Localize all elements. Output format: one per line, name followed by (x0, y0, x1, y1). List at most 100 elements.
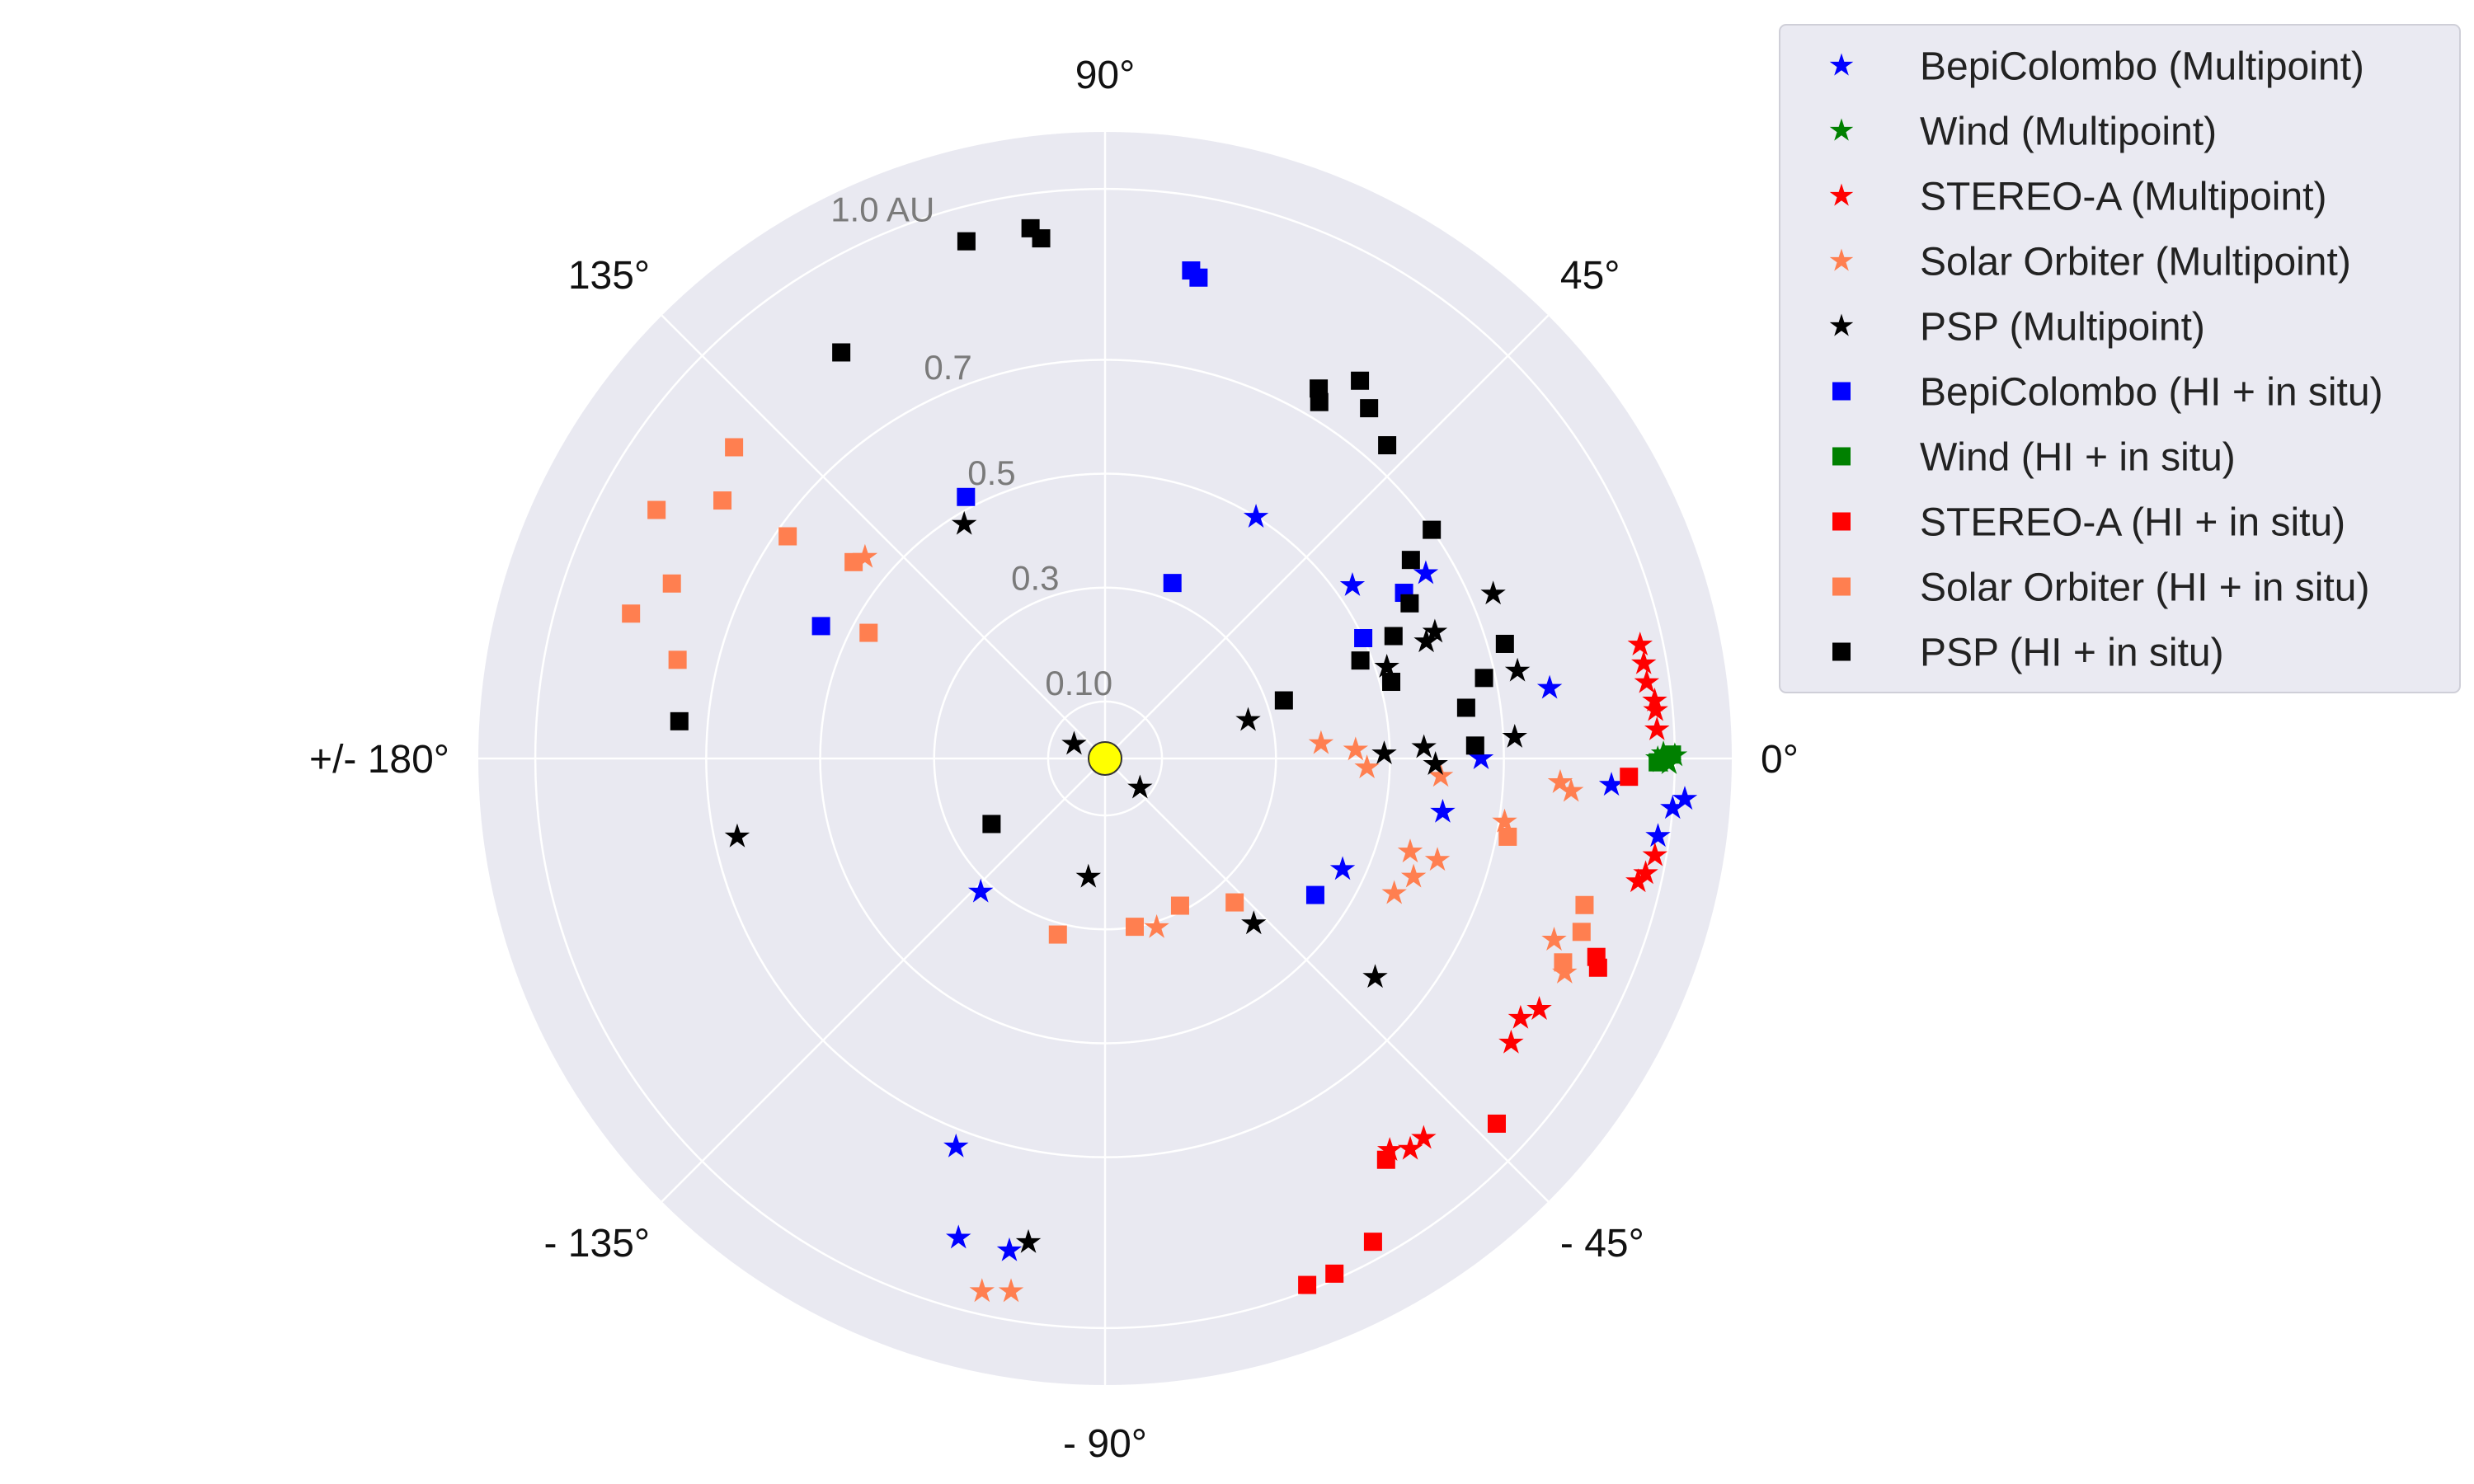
legend-marker (1832, 642, 1851, 661)
legend-label: BepiColombo (HI + in situ) (1920, 371, 2383, 415)
data-point-psp-hi-in-situ (1400, 594, 1419, 613)
data-points (622, 218, 1698, 1303)
legend-label: Solar Orbiter (Multipoint) (1920, 241, 2351, 284)
angle-tick-label: 45° (1560, 254, 1620, 298)
data-point-wind-hi-in-situ (1663, 745, 1681, 764)
data-point-stereo-a-hi-in-situ (1487, 1114, 1506, 1133)
legend-item: BepiColombo (HI + in situ) (1832, 371, 2383, 415)
data-point-stereo-a-hi-in-situ (1588, 958, 1607, 977)
data-point-bepicolombo-hi-in-situ (1305, 885, 1324, 904)
data-point-solar-orbiter-hi-in-situ (713, 491, 732, 510)
angular-gridline-3 (661, 314, 1106, 759)
radial-tick-label: 0.7 (924, 348, 971, 387)
angle-tick-label: - 90° (1063, 1422, 1147, 1466)
data-point-solar-orbiter-hi-in-situ (725, 438, 744, 457)
data-point-solar-orbiter-hi-in-situ (647, 500, 666, 519)
angular-gridline-7 (1104, 758, 1550, 1203)
series-bepicolombo-hi-in-situ (811, 261, 1413, 904)
angular-gridline-1 (1104, 314, 1550, 759)
data-point-psp-hi-in-situ (1382, 673, 1401, 692)
data-point-bepicolombo-hi-in-situ (1354, 629, 1373, 648)
legend-item: Wind (HI + in situ) (1832, 436, 2236, 480)
data-point-psp-hi-in-situ (982, 815, 1001, 834)
data-point-solar-orbiter-hi-in-situ (668, 650, 687, 669)
data-point-psp-hi-in-situ (1032, 229, 1051, 248)
data-point-solar-orbiter-hi-in-situ (778, 527, 797, 546)
legend-label: Wind (HI + in situ) (1920, 436, 2236, 480)
legend-marker (1832, 382, 1851, 401)
legend-item: PSP (HI + in situ) (1832, 632, 2224, 675)
series-wind-hi-in-situ (1649, 745, 1681, 772)
legend-box (1779, 24, 2461, 693)
data-point-solar-orbiter-hi-in-situ (622, 604, 641, 623)
legend-item: Solar Orbiter (Multipoint) (1829, 241, 2351, 284)
data-point-solar-orbiter-hi-in-situ (662, 574, 681, 593)
data-point-solar-orbiter-hi-in-situ (844, 552, 863, 571)
data-point-stereo-a-hi-in-situ (1620, 768, 1639, 787)
angle-tick-label: - 135° (543, 1222, 650, 1266)
data-point-solar-orbiter-hi-in-situ (1125, 918, 1144, 937)
legend-marker (1832, 577, 1851, 596)
data-point-solar-orbiter-hi-in-situ (1572, 923, 1591, 942)
legend-item: STEREO-A (Multipoint) (1829, 176, 2326, 219)
data-point-solar-orbiter-hi-in-situ (1575, 895, 1594, 914)
angle-tick-label: 90° (1075, 54, 1136, 97)
data-point-psp-hi-in-situ (1384, 627, 1403, 646)
legend-label: PSP (HI + in situ) (1920, 632, 2224, 675)
radial-tick-label: 0.3 (1011, 559, 1059, 598)
data-point-bepicolombo-hi-in-situ (1189, 268, 1208, 287)
radial-tick-label: 0.10 (1045, 664, 1112, 702)
legend-marker (1832, 512, 1851, 531)
series-solar-orbiter-hi-in-situ (622, 438, 1594, 972)
angular-gridline-5 (661, 758, 1106, 1203)
data-point-psp-hi-in-situ (1456, 698, 1475, 717)
legend-marker (1832, 447, 1851, 466)
data-point-psp-hi-in-situ (1351, 371, 1370, 390)
data-point-wind-hi-in-situ (1649, 753, 1667, 772)
radial-tick-label: 1.0 AU (830, 190, 934, 229)
legend: BepiColombo (Multipoint) Wind (Multipoint… (1779, 24, 2461, 693)
series-stereo-a-hi-in-situ (1298, 768, 1639, 1294)
data-point-psp-hi-in-situ (1423, 520, 1442, 539)
legend-label: Solar Orbiter (HI + in situ) (1920, 566, 2369, 610)
data-point-solar-orbiter-hi-in-situ (1170, 896, 1189, 915)
data-point-stereo-a-hi-in-situ (1363, 1233, 1382, 1252)
data-point-psp-hi-in-situ (670, 711, 689, 730)
data-point-stereo-a-hi-in-situ (1376, 1150, 1395, 1169)
data-point-psp-hi-in-situ (832, 343, 851, 362)
angle-tick-labels: 0° 45° 90° 135° +/- 180° - 135° - 90° - 45° (309, 54, 1799, 1466)
data-point-stereo-a-hi-in-situ (1298, 1275, 1317, 1294)
data-point-solar-orbiter-hi-in-situ (859, 623, 878, 642)
angle-tick-label: 0° (1761, 738, 1799, 782)
data-point-psp-hi-in-situ (1401, 551, 1420, 570)
data-point-psp-hi-in-situ (1378, 436, 1397, 455)
data-point-psp-hi-in-situ (1475, 669, 1493, 688)
data-point-solar-orbiter-hi-in-situ (1048, 925, 1067, 944)
data-point-solar-orbiter-hi-in-situ (1225, 893, 1244, 912)
radial-tick-labels: 0.10 0.3 0.5 0.7 1.0 AU (830, 190, 1112, 702)
data-point-bepicolombo-hi-in-situ (957, 487, 976, 506)
legend-item: PSP (Multipoint) (1829, 306, 2205, 350)
legend-label: PSP (Multipoint) (1920, 306, 2205, 350)
legend-item: Solar Orbiter (HI + in situ) (1832, 566, 2369, 610)
data-point-psp-hi-in-situ (1360, 399, 1379, 418)
sun-marker (1088, 741, 1122, 776)
data-point-psp-hi-in-situ (957, 232, 976, 251)
data-point-psp-hi-in-situ (1495, 634, 1514, 653)
radial-tick-label: 0.5 (967, 453, 1015, 492)
data-point-stereo-a-hi-in-situ (1325, 1264, 1344, 1283)
legend-item: BepiColombo (Multipoint) (1829, 45, 2364, 89)
legend-label: STEREO-A (HI + in situ) (1920, 501, 2345, 545)
legend-item: STEREO-A (HI + in situ) (1832, 501, 2345, 545)
data-point-psp-hi-in-situ (1351, 651, 1370, 670)
data-point-bepicolombo-hi-in-situ (1163, 574, 1182, 593)
data-point-solar-orbiter-hi-in-situ (1498, 827, 1517, 846)
legend-label: Wind (Multipoint) (1920, 110, 2217, 154)
data-point-psp-hi-in-situ (1310, 392, 1329, 411)
legend-item: Wind (Multipoint) (1829, 110, 2217, 154)
sun-icon (1088, 741, 1122, 776)
legend-label: STEREO-A (Multipoint) (1920, 176, 2326, 219)
angle-tick-label: 135° (568, 254, 650, 298)
angle-tick-label: +/- 180° (309, 738, 449, 782)
